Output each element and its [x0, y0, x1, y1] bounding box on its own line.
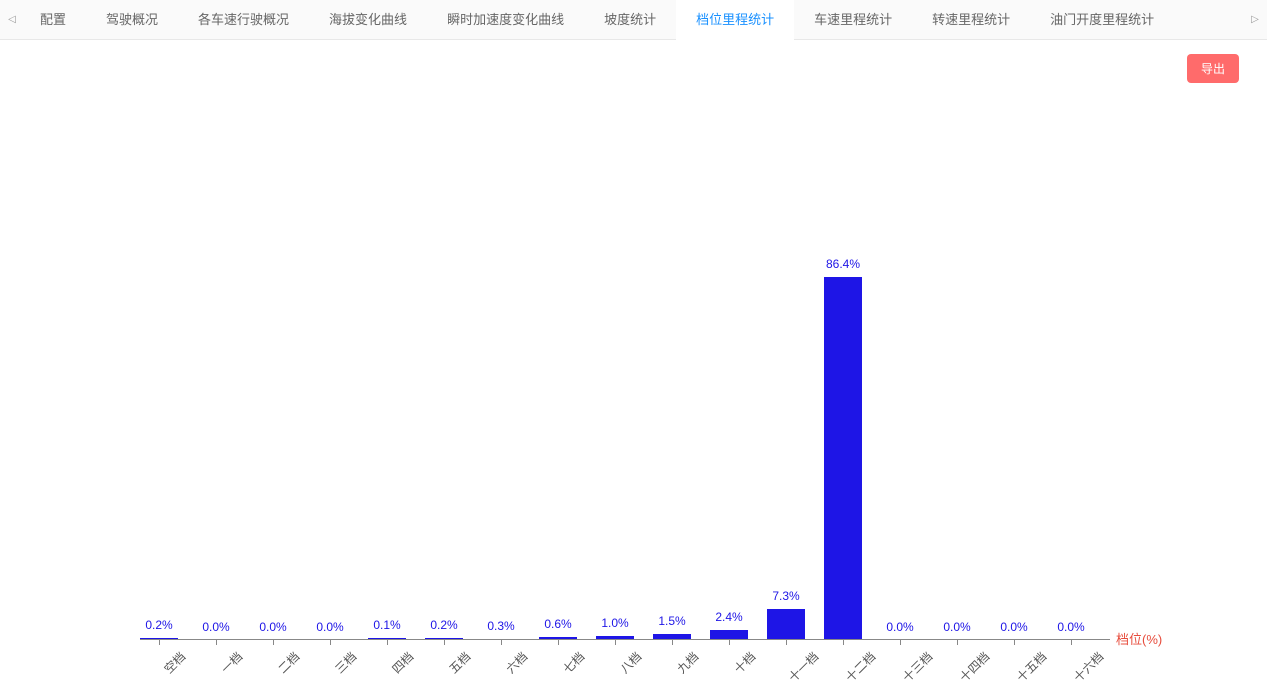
- tab-2[interactable]: 各车速行驶概况: [178, 0, 309, 40]
- chart-category-label: 七档: [559, 648, 588, 677]
- chart-category-label: 十四档: [956, 648, 993, 685]
- chart-category-label: 十六档: [1070, 648, 1107, 685]
- chart-bar-value: 0.0%: [886, 620, 913, 634]
- chart-x-axis: 空档一档二档三档四档五档六档七档八档九档十档十一档十二档十三档十四档十五档十六档…: [140, 639, 1110, 640]
- chart-tick: [615, 640, 616, 645]
- chart-tick: [1014, 640, 1015, 645]
- tab-6[interactable]: 档位里程统计: [676, 0, 794, 40]
- chart-bar-value: 0.0%: [1057, 620, 1084, 634]
- chart-tick: [843, 640, 844, 645]
- chart-category-label: 十五档: [1013, 648, 1050, 685]
- chart-tick: [501, 640, 502, 645]
- chart-bar-value: 0.3%: [487, 619, 514, 633]
- chart-bar-value: 0.2%: [430, 618, 457, 632]
- chart-category-label: 十一档: [785, 648, 822, 685]
- chart-tick: [444, 640, 445, 645]
- tabs-scroll-right-icon[interactable]: ▷: [1247, 14, 1263, 25]
- tab-8[interactable]: 转速里程统计: [912, 0, 1030, 40]
- chart-bar-value: 0.0%: [1000, 620, 1027, 634]
- chart-tick: [330, 640, 331, 645]
- chart-tick: [558, 640, 559, 645]
- chart-category-label: 空档: [160, 648, 189, 677]
- chart-category-label: 五档: [445, 648, 474, 677]
- chart-bar-value: 0.6%: [544, 617, 571, 631]
- chart-bar: 86.4%: [824, 277, 862, 640]
- tab-3[interactable]: 海拔变化曲线: [309, 0, 427, 40]
- chart-category-label: 八档: [616, 648, 645, 677]
- chart-bar-value: 0.0%: [316, 620, 343, 634]
- chart-tick: [159, 640, 160, 645]
- chart-bar-value: 0.0%: [943, 620, 970, 634]
- chart-tick: [672, 640, 673, 645]
- chart-tick: [900, 640, 901, 645]
- chart-tick: [957, 640, 958, 645]
- tab-bar: ◁ 配置驾驶概况各车速行驶概况海拔变化曲线瞬时加速度变化曲线坡度统计档位里程统计…: [0, 0, 1267, 40]
- chart-tick: [729, 640, 730, 645]
- tabs-host: 配置驾驶概况各车速行驶概况海拔变化曲线瞬时加速度变化曲线坡度统计档位里程统计车速…: [20, 0, 1174, 40]
- tab-7[interactable]: 车速里程统计: [794, 0, 912, 40]
- tab-0[interactable]: 配置: [20, 0, 86, 40]
- chart-bar-value: 1.0%: [601, 616, 628, 630]
- chart-bar-rect: [824, 277, 862, 640]
- export-button[interactable]: 导出: [1187, 54, 1239, 83]
- chart-tick: [216, 640, 217, 645]
- chart-bar-value: 0.2%: [145, 618, 172, 632]
- chart-tick: [387, 640, 388, 645]
- chart-bar-value: 7.3%: [772, 589, 799, 603]
- tab-9[interactable]: 油门开度里程统计: [1030, 0, 1174, 40]
- chart-bar-value: 2.4%: [715, 610, 742, 624]
- chart-bar-value: 0.1%: [373, 618, 400, 632]
- chart-category-label: 十三档: [899, 648, 936, 685]
- chart-category-label: 三档: [331, 648, 360, 677]
- chart-category-label: 一档: [217, 648, 246, 677]
- tab-5[interactable]: 坡度统计: [584, 0, 676, 40]
- chart-bar-value: 86.4%: [826, 257, 860, 271]
- chart-x-axis-title: 档位(%): [1116, 629, 1162, 648]
- chart-bar-rect: [767, 609, 805, 640]
- chart-category-label: 二档: [274, 648, 303, 677]
- chart-category-label: 四档: [388, 648, 417, 677]
- chart-category-label: 十二档: [842, 648, 879, 685]
- chart-category-label: 六档: [502, 648, 531, 677]
- chart-tick: [786, 640, 787, 645]
- chart-category-label: 十档: [730, 648, 759, 677]
- tabs-scroll-left-icon[interactable]: ◁: [4, 14, 20, 25]
- gear-mileage-chart: 0.2% 0.0% 0.0% 0.0% 0.1% 0.2% 0.3% 0.6% 1.0% 1.5%…: [140, 100, 1110, 640]
- tab-1[interactable]: 驾驶概况: [86, 0, 178, 40]
- chart-bar-value: 1.5%: [658, 614, 685, 628]
- chart-tick: [1071, 640, 1072, 645]
- chart-tick: [273, 640, 274, 645]
- tab-4[interactable]: 瞬时加速度变化曲线: [427, 0, 584, 40]
- chart-bar-value: 0.0%: [259, 620, 286, 634]
- chart-bar: 7.3%: [767, 609, 805, 640]
- content-panel: 导出 0.2% 0.0% 0.0% 0.0% 0.1% 0.2% 0.3% 0.6% 1.0% 1…: [0, 40, 1267, 651]
- chart-bar-value: 0.0%: [202, 620, 229, 634]
- chart-category-label: 九档: [673, 648, 702, 677]
